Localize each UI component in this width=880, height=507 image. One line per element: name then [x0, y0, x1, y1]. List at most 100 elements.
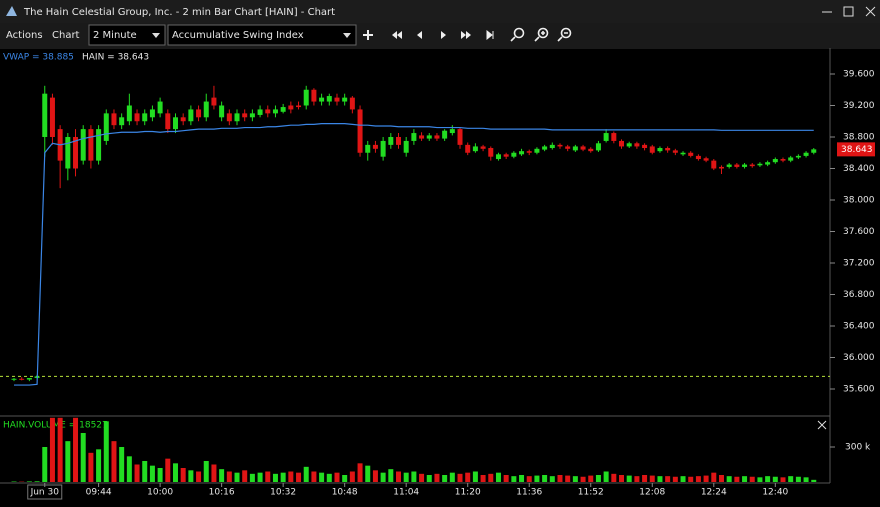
- volume-bar: [357, 463, 363, 482]
- candle-body: [580, 146, 586, 150]
- back-button[interactable]: [417, 31, 422, 39]
- volume-bar: [126, 456, 132, 482]
- candle-body: [788, 157, 794, 161]
- candle-body: [349, 97, 355, 110]
- menu-actions[interactable]: Actions: [6, 30, 43, 41]
- fast-forward-button[interactable]: [461, 31, 471, 39]
- x-tick-label: 10:48: [332, 488, 358, 498]
- volume-bar: [149, 465, 155, 482]
- x-tick-label: 11:20: [455, 488, 481, 498]
- volume-bar: [372, 470, 378, 482]
- y-tick-label: 39.200: [843, 101, 875, 111]
- volume-bar: [711, 472, 717, 482]
- volume-bar: [495, 472, 501, 482]
- volume-bar: [788, 476, 794, 482]
- close-panel-button[interactable]: [817, 420, 827, 430]
- volume-bar: [634, 476, 640, 482]
- interval-dropdown[interactable]: [88, 24, 166, 46]
- volume-bar: [326, 473, 332, 482]
- volume-bar: [219, 469, 225, 482]
- add-button[interactable]: [363, 30, 373, 40]
- candle-body: [457, 129, 463, 145]
- candle-body: [11, 378, 17, 380]
- candle-body: [488, 148, 494, 157]
- candle-body: [65, 136, 71, 169]
- maximize-button[interactable]: [843, 6, 854, 17]
- volume-bar: [203, 460, 209, 482]
- zoom-button[interactable]: [513, 27, 525, 39]
- candle-body: [742, 164, 748, 167]
- vwap-line: [14, 123, 814, 386]
- candle-body: [149, 109, 155, 118]
- candle-body: [288, 105, 294, 110]
- candle-body: [73, 136, 79, 169]
- candle-body: [26, 377, 32, 380]
- volume-bar: [426, 474, 432, 482]
- candle-body: [495, 154, 501, 160]
- volume-bar: [242, 470, 248, 482]
- candle-body: [765, 162, 771, 165]
- last-price-tag: [837, 142, 875, 157]
- candle-body: [88, 129, 94, 161]
- candle-body: [695, 155, 701, 160]
- y-tick-label: 36.800: [843, 290, 875, 300]
- vwap-legend: VWAP = 38.885: [3, 53, 74, 63]
- zoom-in-button[interactable]: [537, 27, 549, 39]
- end-button[interactable]: [486, 29, 494, 41]
- volume-bar: [142, 460, 148, 482]
- x-tick-label: 12:08: [639, 488, 665, 498]
- candle-body: [611, 133, 617, 141]
- menu-chart[interactable]: Chart: [52, 30, 80, 41]
- candle-body: [165, 113, 171, 130]
- volume-bar: [472, 471, 478, 482]
- volume-bar: [757, 477, 763, 482]
- y-tick-label: 37.600: [843, 227, 875, 237]
- volume-bar: [96, 449, 102, 482]
- volume-bar: [649, 475, 655, 482]
- candle-body: [795, 155, 801, 158]
- candle-body: [334, 97, 340, 102]
- forward-button[interactable]: [441, 31, 446, 39]
- candle-body: [672, 150, 678, 153]
- volume-bar: [196, 471, 202, 482]
- volume-bar: [226, 471, 232, 482]
- volume-bar: [665, 476, 671, 482]
- y-tick-label: 36.000: [843, 353, 875, 363]
- volume-bar: [119, 446, 125, 482]
- candle-body: [503, 154, 509, 157]
- candle-body: [519, 151, 525, 155]
- candle-body: [103, 113, 109, 141]
- candle-body: [588, 148, 594, 152]
- volume-bar: [503, 474, 509, 482]
- candle-body: [157, 101, 163, 114]
- candle-body: [242, 113, 248, 118]
- app-icon: [6, 6, 17, 16]
- candle-body: [196, 109, 202, 118]
- y-tick-label: 37.200: [843, 259, 875, 269]
- y-tick-label: 38.800: [843, 132, 875, 142]
- volume-bar: [557, 474, 563, 482]
- volume-bar: [272, 473, 278, 482]
- study-dropdown[interactable]: [167, 24, 357, 46]
- zoom-out-button[interactable]: [560, 27, 572, 39]
- candle-body: [603, 133, 609, 141]
- candle-body: [757, 163, 763, 166]
- candle-body: [803, 152, 809, 156]
- candle-body: [265, 109, 271, 114]
- volume-bar: [511, 476, 517, 482]
- candle-body: [342, 97, 348, 102]
- candle-body: [311, 89, 317, 102]
- zoom-handle: [510, 36, 516, 42]
- rewind-button[interactable]: [392, 31, 402, 39]
- candle-body: [680, 152, 686, 155]
- y-tick-label: 39.600: [843, 69, 875, 79]
- close-button[interactable]: [865, 6, 876, 17]
- y-tick-label: 38.000: [843, 195, 875, 205]
- candle-body: [257, 109, 263, 115]
- candle-body: [357, 109, 363, 153]
- volume-bar: [57, 417, 63, 482]
- x-tick-label: 10:32: [270, 488, 296, 498]
- volume-bar: [442, 474, 448, 482]
- volume-bar: [42, 446, 48, 482]
